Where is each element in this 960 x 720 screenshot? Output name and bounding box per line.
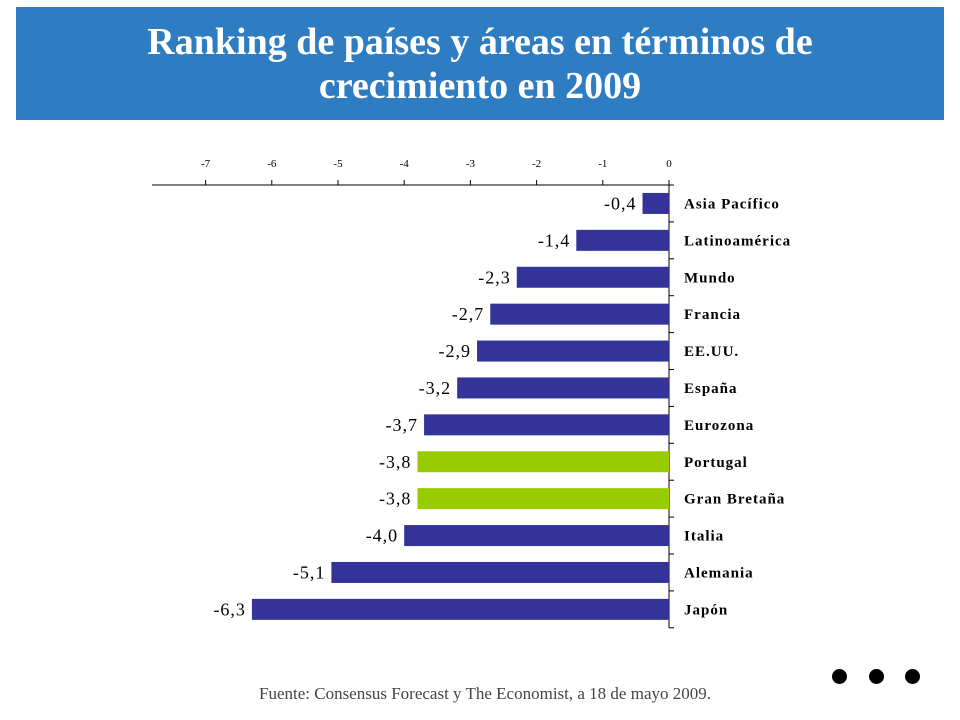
ellipsis-dot <box>832 668 847 684</box>
bar-value-label: -3,7 <box>386 415 419 435</box>
bar <box>642 192 669 214</box>
x-tick-label: -4 <box>400 158 410 170</box>
bar <box>404 525 669 547</box>
bar-value-label: -2,7 <box>452 304 485 324</box>
x-tick-label: 0 <box>666 158 672 170</box>
ellipsis-dot <box>905 668 920 684</box>
title-banner: Ranking de países y áreas en términos de… <box>16 7 944 120</box>
category-label: Japón <box>684 602 728 618</box>
bar-value-label: -3,2 <box>419 378 452 398</box>
bar-value-label: -1,4 <box>538 230 571 250</box>
bar-value-label: -3,8 <box>379 489 412 509</box>
bar-value-label: -3,8 <box>379 452 412 472</box>
bar-value-label: -5,1 <box>293 562 326 582</box>
category-label: Gran Bretaña <box>684 492 785 508</box>
bar <box>331 561 669 583</box>
bar <box>490 303 669 325</box>
x-tick-label: -1 <box>598 158 607 170</box>
bar-value-label: -4,0 <box>366 526 399 546</box>
bar <box>251 598 669 620</box>
slide-title: Ranking de países y áreas en términos de… <box>147 20 813 107</box>
bar-value-label: -6,3 <box>213 599 246 619</box>
bar <box>417 488 669 510</box>
category-label: EE.UU. <box>684 344 739 360</box>
category-label: Mundo <box>684 270 736 286</box>
bar <box>576 229 669 251</box>
x-tick-label: -5 <box>333 158 343 170</box>
category-label: España <box>684 381 738 397</box>
category-label: Latinoamérica <box>684 233 791 249</box>
bar <box>516 266 669 288</box>
category-label: Italia <box>684 529 724 545</box>
x-tick-label: -6 <box>267 158 277 170</box>
category-label: Eurozona <box>684 418 754 434</box>
source-note: Fuente: Consensus Forecast y The Economi… <box>258 684 711 703</box>
bar-value-label: -2,3 <box>478 267 511 287</box>
x-tick-label: -3 <box>466 158 476 170</box>
bar <box>477 340 669 362</box>
bar <box>417 451 669 473</box>
category-label: Francia <box>684 307 741 323</box>
ellipsis-dot <box>868 668 884 684</box>
bar-value-label: -0,4 <box>604 193 637 213</box>
bar <box>424 414 669 436</box>
category-label: Portugal <box>684 455 748 471</box>
x-tick-label: -7 <box>201 158 211 170</box>
x-tick-label: -2 <box>532 158 541 170</box>
category-label: Alemania <box>684 565 754 581</box>
bar <box>457 377 669 399</box>
bar-value-label: -2,9 <box>439 341 472 361</box>
category-label: Asia Pacífico <box>684 196 780 212</box>
more-ellipsis-icon <box>832 662 920 690</box>
